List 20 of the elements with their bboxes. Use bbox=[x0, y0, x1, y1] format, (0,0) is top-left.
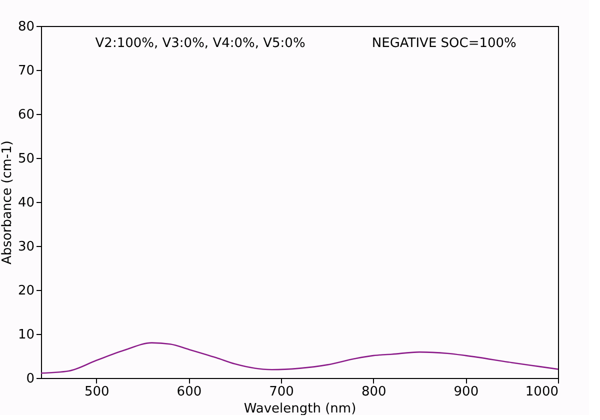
y-tick-label: 30 bbox=[18, 240, 34, 254]
y-tick-label: 20 bbox=[18, 284, 34, 298]
line-series bbox=[40, 342, 559, 374]
y-tick-label: 10 bbox=[18, 328, 34, 342]
annotation: NEGATIVE SOC=100% bbox=[372, 36, 516, 51]
x-tick-label: 700 bbox=[269, 384, 294, 400]
y-tick-label: 80 bbox=[18, 20, 34, 34]
y-tick-label: 50 bbox=[18, 152, 34, 166]
x-tick-label: 800 bbox=[361, 384, 386, 400]
y-tick-label: 60 bbox=[18, 108, 34, 122]
annotation: V2:100%, V3:0%, V4:0%, V5:0% bbox=[95, 36, 306, 51]
x-tick-label: 600 bbox=[176, 384, 202, 400]
y-tick-label: 0 bbox=[26, 372, 34, 386]
x-tick-label: 900 bbox=[454, 384, 479, 400]
x-axis-title: Wavelength (nm) bbox=[244, 402, 356, 416]
x-tick-label: 1000 bbox=[525, 384, 558, 400]
y-axis-title: Absorbance (cm-1) bbox=[0, 140, 15, 264]
y-tick-label: 70 bbox=[18, 64, 34, 78]
y-tick-label: 40 bbox=[18, 196, 34, 210]
x-tick-label: 500 bbox=[84, 384, 110, 400]
